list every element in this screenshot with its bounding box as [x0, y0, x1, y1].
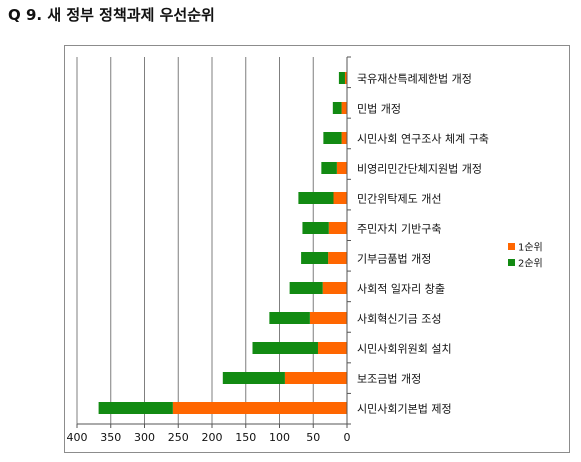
category-label: 시민사회위원회 설치 [357, 343, 452, 356]
bar-rank1-7 [328, 252, 347, 264]
bar-rank1-12 [172, 402, 347, 414]
category-label: 사회적 일자리 창출 [357, 282, 445, 296]
bar-rank2-3 [323, 132, 342, 144]
legend-label-rank2: 2순위 [518, 257, 543, 270]
x-tick-label-400: 400 [67, 431, 88, 444]
x-tick-label-350: 350 [100, 431, 121, 444]
bar-rank1-9 [309, 312, 347, 324]
bar-rank2-10 [252, 342, 318, 354]
bar-rank1-11 [284, 372, 347, 384]
legend-swatch-rank1 [508, 243, 515, 250]
x-tick-label-0: 0 [344, 431, 351, 444]
x-tick-label-250: 250 [168, 431, 189, 444]
bar-rank2-2 [332, 102, 342, 114]
bar-rank2-5 [298, 192, 334, 204]
category-label: 시민사회기본법 제정 [357, 403, 452, 416]
bar-rank1-5 [333, 192, 347, 204]
x-tick-label-200: 200 [202, 431, 223, 444]
x-tick-label-100: 100 [269, 431, 290, 444]
bar-rank1-10 [317, 342, 347, 354]
bar-rank2-12 [98, 402, 173, 414]
axes [76, 56, 351, 428]
category-label: 비영리민간단체지원법 개정 [357, 163, 482, 176]
bar-rank2-4 [321, 162, 337, 174]
bars [98, 72, 347, 414]
bar-rank1-6 [328, 222, 347, 234]
category-label: 주민자치 기반구축 [357, 223, 441, 236]
category-label: 보조금법 개정 [357, 373, 421, 386]
category-label: 민간위탁제도 개선 [357, 193, 441, 206]
bar-rank2-8 [289, 282, 323, 294]
x-tick-labels: 0 50 100 150 200 250 300 350 400 [67, 431, 351, 444]
x-tick-label-150: 150 [235, 431, 256, 444]
bar-rank2-1 [338, 72, 345, 84]
x-tick-label-300: 300 [134, 431, 155, 444]
x-tick-label-50: 50 [306, 431, 320, 444]
bar-rank2-9 [269, 312, 310, 324]
bar-rank2-7 [301, 252, 329, 264]
bar-rank1-8 [322, 282, 347, 294]
category-label: 사회혁신기금 조성 [357, 313, 441, 326]
category-label: 기부금품법 개정 [357, 253, 431, 266]
bar-rank1-4 [336, 162, 347, 174]
chart-frame [64, 45, 570, 453]
page-title: Q 9. 새 정부 정책과제 우선순위 [8, 6, 215, 24]
bar-rank1-3 [341, 132, 347, 144]
category-label: 국유재산특례제한법 개정 [357, 73, 472, 86]
bar-rank2-6 [302, 222, 329, 234]
category-label: 시민사회 연구조사 체계 구축 [357, 133, 489, 146]
category-label: 민법 개정 [357, 103, 401, 116]
bar-rank1-1 [344, 72, 347, 84]
bar-rank2-11 [222, 372, 285, 384]
bar-rank1-2 [341, 102, 347, 114]
grid-lines [76, 57, 314, 424]
legend-label-rank1: 1순위 [518, 241, 543, 254]
legend-swatch-rank2 [508, 259, 515, 266]
